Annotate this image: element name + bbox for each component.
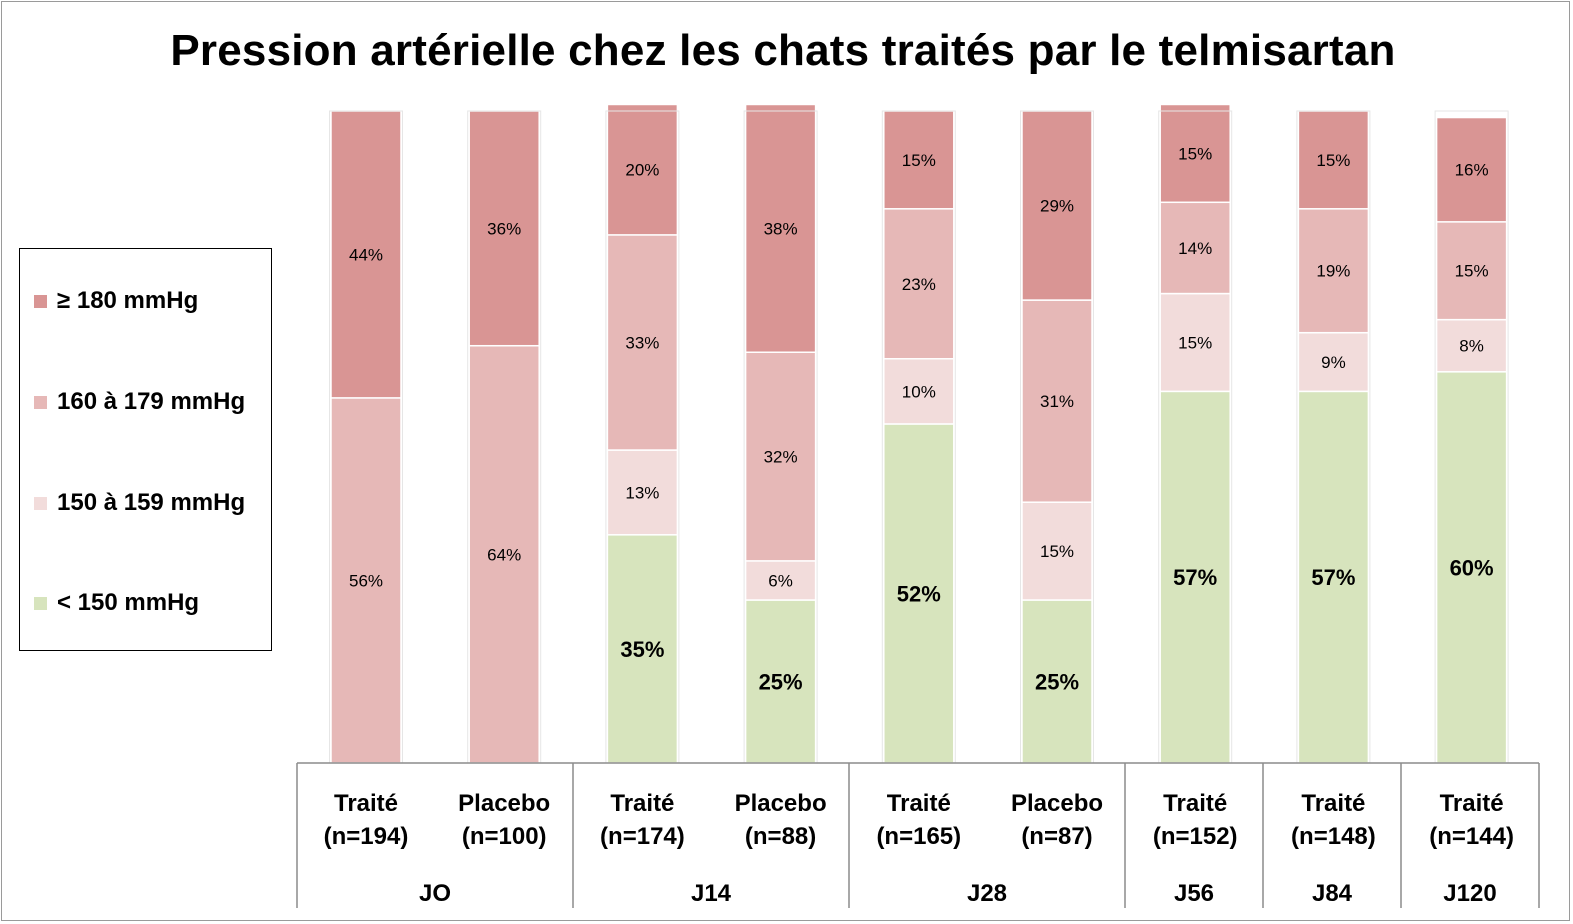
data-label: 52% — [897, 581, 941, 606]
bar-segment — [1435, 371, 1508, 764]
category-label-line1: Placebo — [735, 790, 827, 817]
legend-item-lt150: < 150 mmHg — [34, 588, 199, 618]
bar-segment — [744, 599, 817, 764]
legend-swatch-lt150 — [34, 596, 47, 610]
bar-segment — [1021, 299, 1093, 503]
group-label: J84 — [1312, 880, 1353, 907]
category-label-line1: Traité — [1301, 790, 1365, 817]
data-label: 33% — [625, 333, 659, 352]
legend-label-150-159: 150 à 159 mmHg — [57, 489, 246, 516]
category-label-line1: Traité — [610, 790, 674, 817]
category-label-line1: Placebo — [458, 790, 550, 817]
data-label: 25% — [759, 670, 803, 695]
data-label: 29% — [1040, 197, 1074, 216]
legend-label-160-179: 160 à 179 mmHg — [57, 388, 246, 415]
data-label: 15% — [1178, 333, 1212, 352]
data-label: 6% — [768, 571, 793, 590]
data-label: 44% — [349, 245, 383, 264]
data-label: 31% — [1040, 392, 1074, 411]
data-label: 15% — [1040, 542, 1074, 561]
category-label-line2: (n=194) — [324, 823, 409, 850]
data-label: 36% — [487, 219, 521, 238]
category-label-line1: Traité — [334, 790, 398, 817]
chart-legend: ≥ 180 mmHg 160 à 179 mmHg 150 à 159 mmHg… — [19, 248, 272, 651]
group-label: J120 — [1443, 880, 1496, 907]
category-label-line2: (n=165) — [876, 823, 961, 850]
group-label: J56 — [1174, 880, 1214, 907]
data-label: 35% — [620, 637, 664, 662]
data-label: 19% — [1316, 262, 1350, 281]
data-label: 13% — [625, 483, 659, 502]
data-label: 56% — [349, 571, 383, 590]
bar-segment — [606, 449, 679, 536]
data-label: 16% — [1455, 161, 1489, 180]
bar-segment — [1297, 208, 1370, 334]
data-label: 8% — [1459, 337, 1484, 356]
legend-label-ge180: ≥ 180 mmHg — [57, 287, 199, 314]
category-label-line1: Traité — [1163, 790, 1227, 817]
bar-segment — [1435, 116, 1508, 223]
legend-swatch-ge180 — [34, 294, 47, 308]
data-label: 23% — [902, 275, 936, 294]
bar-segment — [1435, 318, 1508, 373]
bar-segment — [1159, 201, 1231, 295]
bar-segment — [606, 534, 679, 764]
data-label: 15% — [1316, 151, 1350, 170]
category-label-line2: (n=88) — [745, 823, 816, 850]
bar-segment — [1297, 110, 1370, 210]
bar-segment — [1021, 599, 1093, 764]
category-label-line2: (n=174) — [600, 823, 685, 850]
category-label-line2: (n=152) — [1153, 823, 1238, 850]
data-label: 15% — [1178, 144, 1212, 163]
data-label: 20% — [625, 161, 659, 180]
legend-item-150-159: 150 à 159 mmHg — [34, 488, 245, 518]
category-label-line2: (n=87) — [1021, 823, 1092, 850]
data-label: 57% — [1311, 565, 1355, 590]
bar-segment — [883, 208, 955, 360]
legend-swatch-150-159 — [34, 496, 47, 510]
bar-segment — [606, 103, 679, 236]
bar-segment — [1297, 331, 1370, 393]
data-label: 9% — [1321, 353, 1346, 372]
bar-segment — [330, 110, 402, 399]
bar-segment — [606, 234, 679, 451]
data-label: 60% — [1450, 555, 1494, 580]
bar-segment — [744, 103, 817, 353]
bar-segment — [1021, 501, 1093, 601]
chart-title: Pression artérielle chez les chats trait… — [170, 26, 1396, 75]
category-label-line1: Traité — [1440, 790, 1504, 817]
data-label: 14% — [1178, 239, 1212, 258]
bar-segment — [744, 351, 817, 562]
data-label: 64% — [487, 545, 521, 564]
bar-segment — [883, 358, 955, 425]
bar-segment — [468, 110, 540, 347]
category-label-line1: Placebo — [1011, 790, 1103, 817]
group-label: JO — [419, 880, 451, 907]
bar-segment — [468, 344, 540, 764]
bar-segment — [1435, 221, 1508, 321]
legend-item-ge180: ≥ 180 mmHg — [34, 286, 198, 316]
category-label-line1: Traité — [887, 790, 951, 817]
bar-segment — [1159, 292, 1231, 393]
legend-item-160-179: 160 à 179 mmHg — [34, 387, 245, 417]
group-label: J28 — [967, 880, 1007, 907]
data-label: 25% — [1035, 670, 1079, 695]
data-label: 15% — [1455, 262, 1489, 281]
data-label: 57% — [1173, 565, 1217, 590]
bar-segment — [1159, 103, 1231, 204]
data-label: 15% — [902, 151, 936, 170]
group-label: J14 — [691, 880, 732, 907]
data-label: 32% — [764, 448, 798, 467]
legend-swatch-160-179 — [34, 395, 47, 409]
category-label-line2: (n=144) — [1429, 823, 1514, 850]
category-label-line2: (n=100) — [462, 823, 547, 850]
bar-segment — [330, 397, 402, 764]
legend-label-lt150: < 150 mmHg — [57, 589, 200, 616]
data-label: 10% — [902, 382, 936, 401]
data-label: 38% — [764, 219, 798, 238]
category-label-line2: (n=148) — [1291, 823, 1376, 850]
